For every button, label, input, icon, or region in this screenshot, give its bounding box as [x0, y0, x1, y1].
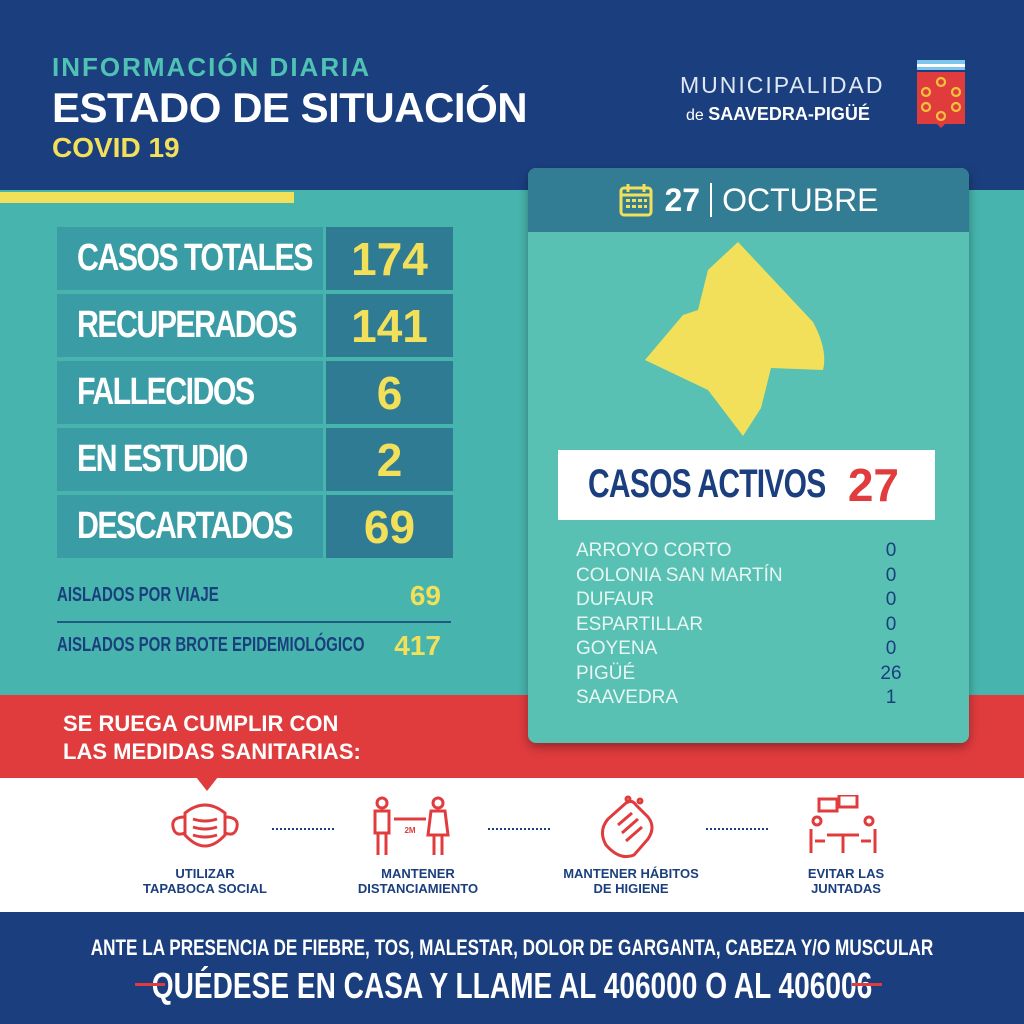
localidad-name: PIGÜÉ: [576, 663, 636, 684]
stat-row-descartados: DESCARTADOS 69: [57, 495, 453, 558]
red-dash: [852, 983, 882, 986]
localidad-row: ARROYO CORTO 0: [576, 539, 906, 564]
footer-band: [0, 912, 1024, 1024]
daily-card: 27 OCTUBRE CASOS ACTIVOS 27 ARROYO CORTO 0…: [528, 168, 969, 743]
medidas-band: [0, 778, 1024, 912]
stat-value: 174: [326, 227, 453, 290]
header-band: [0, 0, 1024, 190]
distancing-icon: 2M: [373, 796, 450, 855]
stat-row-recuperados: RECUPERADOS 141: [57, 294, 453, 357]
stat-label: CASOS TOTALES: [57, 227, 323, 290]
localidad-count: 1: [885, 687, 897, 708]
medida-line2: DISTANCIAMIENTO: [357, 881, 479, 896]
medida-line2: TAPABOCA SOCIAL: [143, 881, 267, 896]
dotted-separator: [706, 828, 768, 830]
stat-value: 69: [326, 495, 453, 558]
header-topic: COVID 19: [52, 132, 180, 163]
localidad-row: ESPARTILLAR 0: [576, 613, 906, 638]
casos-activos-value: 27: [847, 459, 899, 511]
page-title: ESTADO DE SITUACIÓN: [52, 84, 528, 131]
medida-line2: JUNTADAS: [811, 881, 881, 896]
district-map-icon: [645, 242, 825, 436]
pointer-triangle: [196, 777, 218, 791]
aislados-viaje: AISLADOS POR VIAJE 69: [57, 580, 451, 614]
dotted-separator: [272, 828, 334, 830]
medida-line1: MANTENER: [381, 866, 455, 881]
footer-call: QUÉDESE EN CASA Y LLAME AL 406000 O AL 4…: [151, 965, 873, 1006]
date-month: OCTUBRE: [722, 181, 879, 218]
localidad-count: 0: [885, 614, 897, 635]
stat-label: EN ESTUDIO: [57, 428, 323, 491]
header-subtitle: INFORMACIÓN DIARIA: [52, 52, 372, 82]
logo-name: de SAAVEDRA-PIGÜÉ: [686, 104, 870, 125]
localidad-count: 0: [885, 565, 897, 586]
medida-line1: EVITAR LAS: [807, 866, 885, 881]
localidad-count: 0: [885, 589, 897, 610]
ruego-line2: LAS MEDIDAS SANITARIAS:: [63, 739, 361, 764]
footer-symptoms: ANTE LA PRESENCIA DE FIEBRE, TOS, MALEST…: [90, 935, 934, 960]
logo-prefix: de: [686, 107, 704, 124]
date-day: 27: [664, 181, 701, 218]
medida-line1: UTILIZAR: [175, 866, 235, 881]
localidad-count: 26: [880, 663, 902, 684]
stat-label-text: EN ESTUDIO: [77, 438, 248, 480]
aislados-label: AISLADOS POR BROTE EPIDEMIOLÓGICO: [57, 634, 365, 656]
casos-activos-label: CASOS ACTIVOS: [588, 462, 826, 506]
ruego-line1: SE RUEGA CUMPLIR CON: [63, 711, 339, 736]
stat-label-text: CASOS TOTALES: [77, 237, 313, 279]
medida-distanciamiento: MANTENER DISTANCIAMIENTO: [328, 866, 508, 896]
localidad-name: ESPARTILLAR: [576, 614, 704, 635]
medida-juntadas: EVITAR LAS JUNTADAS: [756, 866, 936, 896]
localidad-row: SAAVEDRA 1: [576, 686, 906, 711]
stat-value: 141: [326, 294, 453, 357]
distance-badge: 2M: [404, 826, 415, 835]
divider: [57, 621, 451, 623]
aislados-value: 69: [409, 580, 441, 611]
casos-activos-box: CASOS ACTIVOS 27: [558, 450, 935, 520]
localidad-row: PIGÜÉ 26: [576, 662, 906, 687]
stat-row-fallecidos: FALLECIDOS 6: [57, 361, 453, 424]
stat-value: 2: [326, 428, 453, 491]
localidad-name: SAAVEDRA: [576, 687, 679, 708]
red-dash: [135, 983, 165, 986]
localidad-row: GOYENA 0: [576, 637, 906, 662]
aislados-brote: AISLADOS POR BROTE EPIDEMIOLÓGICO 417: [57, 630, 451, 664]
face-mask-icon: [171, 803, 239, 848]
localidad-count: 0: [885, 540, 897, 561]
localidad-row: DUFAUR 0: [576, 588, 906, 613]
stat-label-text: RECUPERADOS: [77, 304, 297, 346]
localidad-name: ARROYO CORTO: [576, 540, 732, 561]
localidad-count: 0: [885, 638, 897, 659]
logo-municipalidad: MUNICIPALIDAD: [680, 72, 885, 98]
coat-of-arms-icon: [917, 60, 965, 128]
aislados-label: AISLADOS POR VIAJE: [57, 584, 219, 606]
stat-label: DESCARTADOS: [57, 495, 323, 558]
localidad-name: GOYENA: [576, 638, 658, 659]
medida-tapaboca: UTILIZAR TAPABOCA SOCIAL: [115, 866, 295, 896]
dotted-separator: [488, 828, 550, 830]
localidad-row: COLONIA SAN MARTÍN 0: [576, 564, 906, 589]
gathering-icon: [809, 795, 877, 853]
logo-town: SAAVEDRA-PIGÜÉ: [708, 104, 870, 124]
hand-washing-icon: [601, 795, 654, 859]
medida-higiene: MANTENER HÁBITOS DE HIGIENE: [541, 866, 721, 896]
card-date-header: 27 OCTUBRE: [528, 168, 969, 232]
yellow-divider: [0, 192, 294, 203]
stat-row-en-estudio: EN ESTUDIO 2: [57, 428, 453, 491]
localidad-name: DUFAUR: [576, 589, 655, 610]
medida-line2: DE HIGIENE: [593, 881, 669, 896]
stat-label: FALLECIDOS: [57, 361, 323, 424]
stat-label: RECUPERADOS: [57, 294, 323, 357]
stat-row-casos-totales: CASOS TOTALES 174: [57, 227, 453, 290]
stat-label-text: DESCARTADOS: [77, 505, 294, 547]
date-separator: [710, 183, 713, 217]
calendar-icon: [619, 184, 653, 217]
stat-label-text: FALLECIDOS: [77, 371, 255, 413]
aislados-value: 417: [394, 630, 441, 661]
ruego-text: SE RUEGA CUMPLIR CON LAS MEDIDAS SANITARI…: [63, 710, 361, 766]
medida-line1: MANTENER HÁBITOS: [563, 866, 699, 881]
localidad-name: COLONIA SAN MARTÍN: [576, 565, 783, 586]
stat-value: 6: [326, 361, 453, 424]
